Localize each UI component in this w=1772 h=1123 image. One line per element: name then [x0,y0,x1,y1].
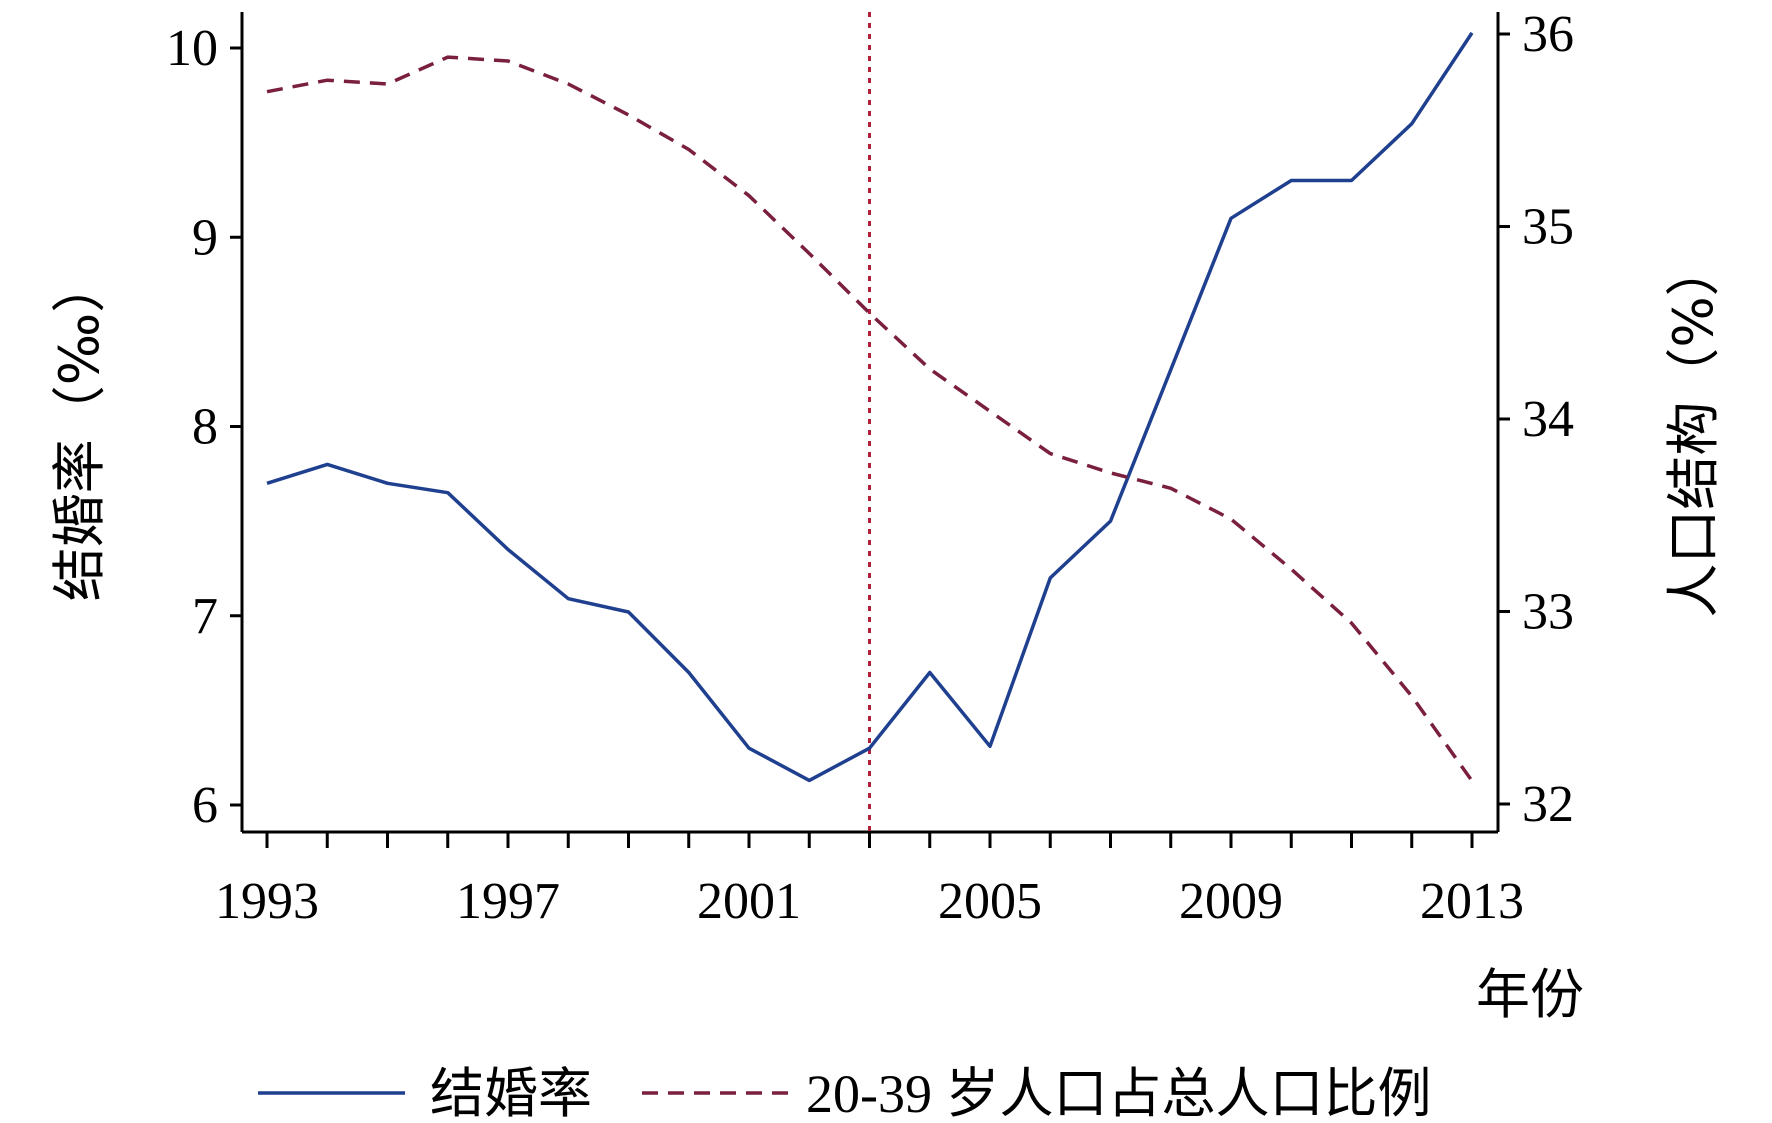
x-tick-label: 2005 [938,873,1042,930]
ticks-group: 6 7 8 9 10 32 33 34 35 36 1993 1997 2001 2005 2009 2013 [166,6,1574,930]
x-axis-title: 年份 [1476,963,1584,1026]
right-y-tick-label: 35 [1522,199,1574,256]
x-tick-label: 1997 [456,873,560,930]
right-y-tick-label: 36 [1522,6,1574,63]
legend-label-marriage-rate: 结婚率 [430,1062,592,1123]
left-axis-title: 结婚率（‰） [48,259,111,601]
series-group [266,31,1474,783]
right-y-tick-label: 32 [1522,776,1574,833]
left-y-tick-label: 6 [192,777,218,834]
left-y-tick-label: 7 [192,588,218,645]
x-tick-label: 2013 [1420,873,1524,930]
left-y-tick-label: 8 [192,399,218,456]
left-y-tick-label: 9 [192,209,218,266]
x-tick-label: 1993 [215,873,319,930]
legend-label-population-share: 20-39 岁人口占总人口比例 [806,1064,1431,1123]
x-tick-label: 2001 [697,873,801,930]
right-y-tick-label: 34 [1522,391,1574,448]
legend: 结婚率 20-39 岁人口占总人口比例 [258,1062,1431,1123]
series-line-marriage-rate [266,31,1474,783]
right-axis-title: 人口结构（%） [1662,242,1725,617]
left-y-tick-label: 10 [166,20,218,77]
x-tick-label: 2009 [1179,873,1283,930]
right-y-tick-label: 33 [1522,584,1574,641]
